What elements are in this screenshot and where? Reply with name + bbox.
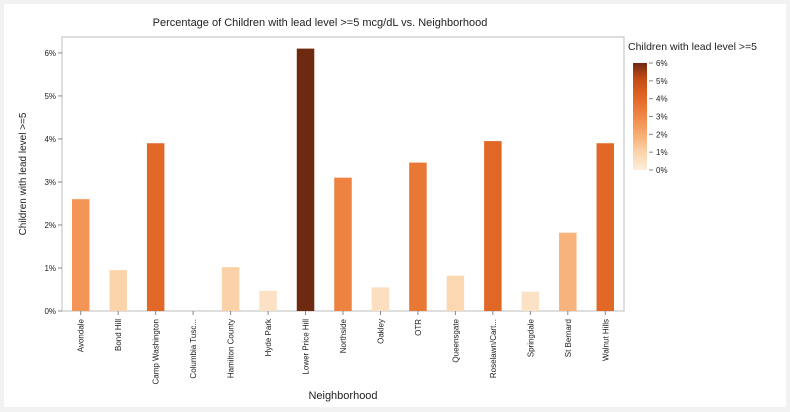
x-tick-label: Roselawn/Cart... bbox=[489, 319, 498, 378]
x-tick-label: St Bernard bbox=[564, 319, 573, 357]
x-axis: Avondale Bond Hill Camp Washington Columbia… bbox=[77, 311, 610, 385]
x-tick-label: Queensgate bbox=[451, 318, 460, 362]
x-tick-label: Hyde Park bbox=[264, 318, 273, 356]
bar[interactable] bbox=[559, 232, 577, 311]
legend-tick-label: 4% bbox=[656, 95, 668, 104]
y-tick-label: 5% bbox=[44, 92, 56, 101]
y-tick-label: 6% bbox=[44, 49, 56, 58]
bar[interactable] bbox=[371, 287, 390, 311]
bar[interactable] bbox=[109, 270, 127, 311]
bar[interactable] bbox=[296, 48, 315, 311]
legend-tick-label: 2% bbox=[656, 130, 668, 139]
y-axis: 0% 1% 2% 3% 4% 5% 6% bbox=[44, 49, 62, 316]
bar[interactable] bbox=[259, 290, 277, 311]
x-tick-label: OTR bbox=[414, 319, 423, 336]
bar[interactable] bbox=[409, 162, 427, 311]
legend-tick-label: 1% bbox=[656, 148, 668, 157]
x-tick-label: Northside bbox=[339, 318, 348, 353]
bar[interactable] bbox=[71, 199, 90, 311]
legend-tick-label: 3% bbox=[656, 113, 668, 122]
y-tick-label: 3% bbox=[44, 178, 56, 187]
bar[interactable] bbox=[221, 267, 240, 311]
chart-panel: Percentage of Children with lead level >… bbox=[4, 4, 786, 407]
bar[interactable] bbox=[334, 177, 352, 311]
x-axis-label: Neighborhood bbox=[308, 390, 377, 402]
x-tick-label: Avondale bbox=[77, 318, 86, 352]
chart-title: Percentage of Children with lead level >… bbox=[153, 17, 488, 29]
legend-color-ramp bbox=[633, 63, 647, 170]
legend-ticks: 6% 5% 4% 3% 2% 1% 0% bbox=[649, 59, 668, 175]
y-tick-label: 2% bbox=[44, 221, 56, 230]
legend-tick-label: 5% bbox=[656, 77, 668, 86]
x-tick-label: Lower Price Hill bbox=[302, 319, 311, 375]
bar[interactable] bbox=[596, 143, 615, 311]
bar[interactable] bbox=[484, 141, 502, 311]
x-tick-label: Springdale bbox=[526, 318, 535, 357]
bars-group bbox=[71, 48, 615, 311]
bar[interactable] bbox=[146, 143, 165, 311]
bar[interactable] bbox=[521, 291, 540, 311]
x-tick-label: Columbia Tusc... bbox=[189, 319, 198, 379]
y-tick-label: 1% bbox=[44, 264, 56, 273]
x-tick-label: Oakley bbox=[376, 319, 385, 344]
x-tick-label: Walnut Hills bbox=[601, 319, 610, 361]
y-tick-label: 4% bbox=[44, 135, 56, 144]
x-tick-label: Bond Hill bbox=[114, 319, 123, 351]
legend: Children with lead level >=5 6% 5% 4% 3% 2% 1… bbox=[628, 41, 757, 175]
bar-chart: Percentage of Children with lead level >… bbox=[18, 17, 757, 402]
x-tick-label: Camp Washington bbox=[152, 319, 161, 385]
legend-title: Children with lead level >=5 bbox=[628, 41, 757, 53]
legend-tick-label: 6% bbox=[656, 59, 668, 68]
legend-tick-label: 0% bbox=[656, 166, 668, 175]
y-tick-label: 0% bbox=[44, 307, 56, 316]
y-axis-label: Children with lead level >=5 bbox=[18, 112, 29, 235]
x-tick-label: Hamilton County bbox=[227, 319, 236, 378]
bar[interactable] bbox=[446, 275, 465, 311]
